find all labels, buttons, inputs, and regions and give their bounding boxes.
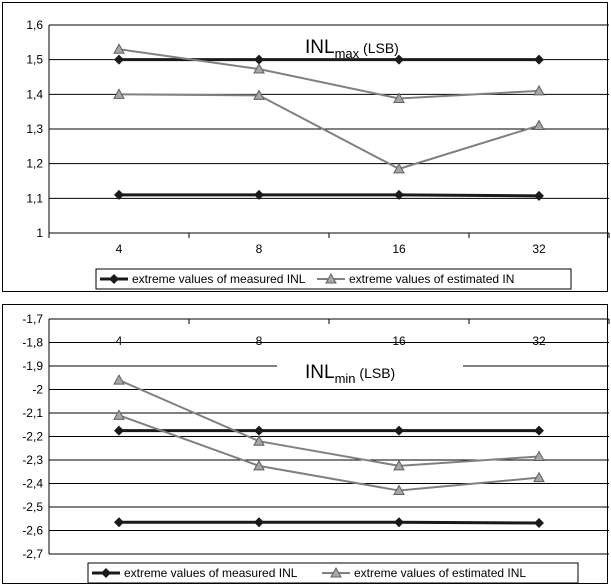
chart-title-unit-min: (LSB) <box>356 365 396 381</box>
chart-title-unit-max: (LSB) <box>359 40 399 56</box>
chart-inl-max-svg: 1 1,1 1,2 1,3 1,4 1,5 1,6 INLmax (LSB) 4 8 16 32 ext… <box>26 18 610 290</box>
chart-inl-min-svg: -2,7 -2,6 -2,5 -2,4 -2,3 -2,2 -2,1 -2 -1,9 -1,8 -1… <box>22 312 610 584</box>
y-tick-label-max-0: 1 <box>36 226 43 240</box>
data-point-min-0-2 <box>394 425 404 436</box>
data-point-min-1-2 <box>394 517 404 528</box>
data-point-max-3-1 <box>253 89 265 100</box>
data-point-max-3-2 <box>393 162 405 174</box>
data-point-max-3-3 <box>533 119 545 131</box>
data-point-max-2-1 <box>253 62 265 74</box>
legend-label-max-1: extreme values of estimated IN <box>349 272 514 286</box>
data-point-max-2-2 <box>393 92 405 103</box>
data-point-min-3-1 <box>253 459 265 471</box>
y-tick-label-max-3: 1,3 <box>26 122 43 136</box>
x-tick-label-min-2: 16 <box>392 334 406 348</box>
series-line-min-1 <box>119 520 540 525</box>
y-tick-label-max-5: 1,5 <box>26 53 43 67</box>
y-tick-label-min-9: -1,8 <box>22 336 43 350</box>
data-point-max-2-3 <box>533 84 545 96</box>
data-point-max-0-3 <box>534 54 544 65</box>
x-tick-label-min-3: 32 <box>532 334 546 348</box>
series-line-min-2 <box>118 379 540 467</box>
y-tick-label-min-1: -2,6 <box>22 524 43 538</box>
chart-title-main-min: INL <box>305 362 335 383</box>
y-tick-label-min-4: -2,3 <box>22 453 43 467</box>
data-point-max-2-0 <box>113 43 125 54</box>
series-line-max-2 <box>118 48 540 100</box>
data-point-max-3-0 <box>113 88 125 99</box>
data-point-max-1-1 <box>254 189 264 200</box>
legend-label-min-0: extreme values of measured INL <box>124 566 298 580</box>
legend-label-min-1: extreme values of estimated INL <box>354 566 526 580</box>
data-point-min-3-0 <box>113 409 125 420</box>
data-point-max-1-3 <box>534 190 544 201</box>
y-tick-label-max-4: 1,4 <box>26 87 43 101</box>
title-background-max <box>293 33 469 60</box>
legend-marker-max-1 <box>325 272 337 284</box>
data-point-max-0-0 <box>114 54 124 65</box>
y-tick-label-max-1: 1,1 <box>26 191 43 205</box>
data-point-min-2-3 <box>533 450 545 461</box>
data-point-min-3-2 <box>393 484 405 496</box>
x-tick-label-max-1: 8 <box>256 242 263 256</box>
chart-title-sub-min: min <box>335 371 356 386</box>
data-point-min-0-0 <box>114 425 124 436</box>
data-point-min-2-2 <box>393 459 405 471</box>
chart-title-main-max: INL <box>305 37 335 58</box>
y-tick-label-min-6: -2,1 <box>22 406 43 420</box>
x-tick-label-max-3: 32 <box>532 242 546 256</box>
x-tick-label-min-0: 4 <box>116 334 123 348</box>
data-point-max-1-0 <box>114 189 124 200</box>
legend-marker-max-0 <box>109 274 119 284</box>
chart-title-max: INLmax (LSB) <box>305 37 399 61</box>
x-tick-label-min-1: 8 <box>256 334 263 348</box>
chart-title-min: INLmin (LSB) <box>305 362 395 386</box>
y-tick-label-min-2: -2,5 <box>22 500 43 514</box>
chart-inl-max: 1 1,1 1,2 1,3 1,4 1,5 1,6 INLmax (LSB) 4 8 16 32 ext… <box>2 2 610 292</box>
series-line-max-1 <box>119 193 540 198</box>
data-point-max-0-1 <box>254 54 264 65</box>
y-tick-label-min-3: -2,4 <box>22 477 43 491</box>
title-background-min <box>277 363 463 388</box>
series-line-max-3 <box>118 93 540 170</box>
data-point-min-2-1 <box>253 435 265 446</box>
data-point-min-1-1 <box>254 517 264 528</box>
y-tick-label-max-2: 1,2 <box>26 157 43 171</box>
chart-inl-min: -2,7 -2,6 -2,5 -2,4 -2,3 -2,2 -2,1 -2 -1,9 -1,8 -1… <box>2 304 610 584</box>
x-tick-label-max-0: 4 <box>116 242 123 256</box>
data-point-max-0-2 <box>394 54 404 65</box>
y-tick-label-max-6: 1,6 <box>26 18 43 32</box>
legend-marker-min-0 <box>101 568 111 578</box>
y-tick-label-min-8: -1,9 <box>22 359 43 373</box>
data-point-min-0-1 <box>254 425 264 436</box>
y-tick-label-min-5: -2,2 <box>22 430 43 444</box>
y-tick-label-min-7: -2 <box>32 383 43 397</box>
data-point-min-1-0 <box>114 517 124 528</box>
legend-marker-min-1 <box>330 566 342 578</box>
data-point-max-1-2 <box>394 189 404 200</box>
series-line-min-3 <box>118 414 540 492</box>
data-point-min-3-3 <box>533 471 545 483</box>
data-point-min-0-3 <box>534 425 544 436</box>
legend-label-max-0: extreme values of measured INL <box>132 272 306 286</box>
data-point-min-1-3 <box>534 517 544 528</box>
x-tick-label-max-2: 16 <box>392 242 406 256</box>
y-tick-label-min-0: -2,7 <box>22 547 43 561</box>
y-tick-label-min-10: -1,7 <box>22 312 43 326</box>
chart-title-sub-max: max <box>335 46 360 61</box>
data-point-min-2-0 <box>113 374 125 385</box>
